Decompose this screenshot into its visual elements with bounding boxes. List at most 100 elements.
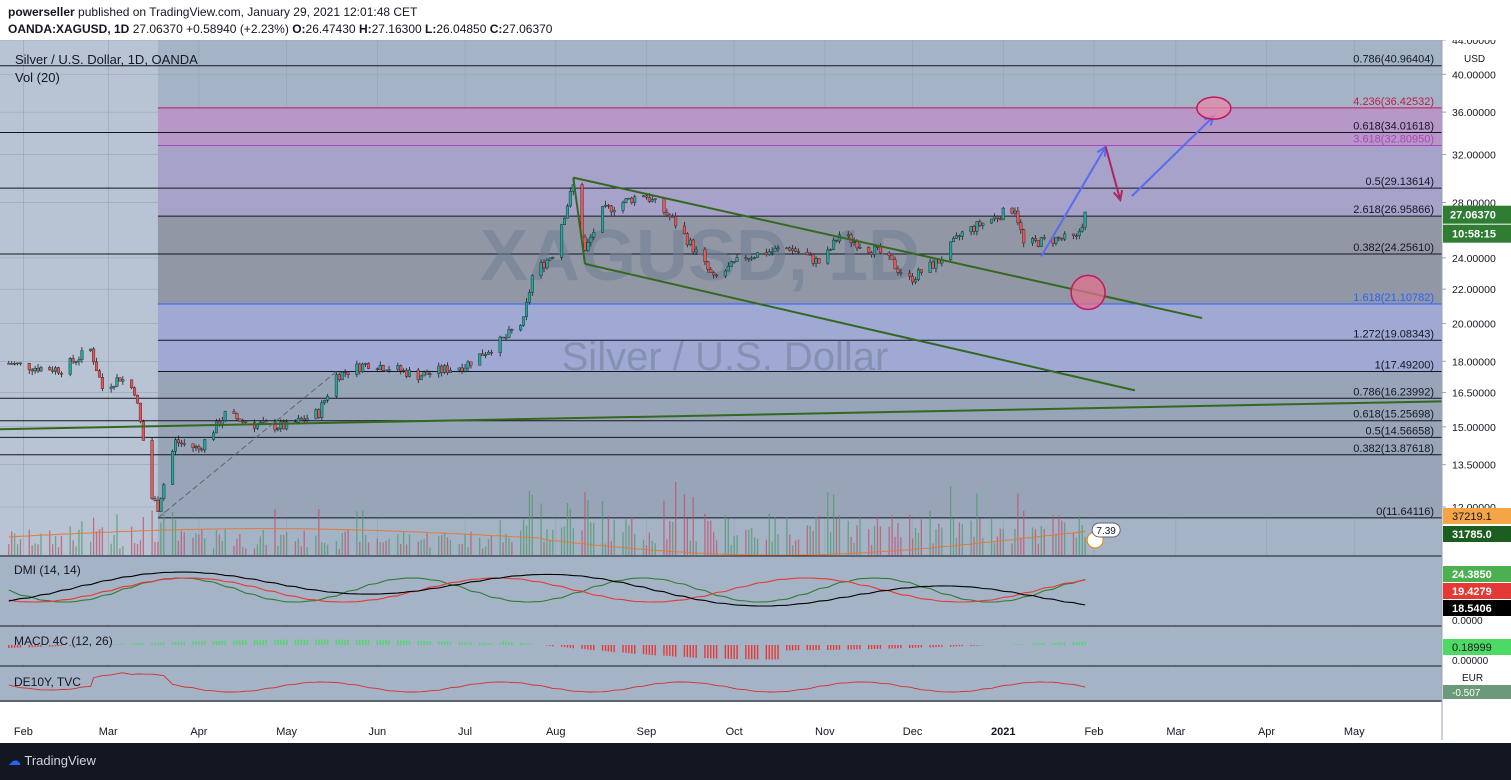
fib-label: 0.786(16.23992) bbox=[1353, 386, 1434, 398]
x-tick-label: Mar bbox=[1166, 726, 1185, 738]
fib-label: 2.618(26.95866) bbox=[1353, 204, 1434, 216]
candle-body bbox=[1022, 229, 1026, 244]
candle-body bbox=[805, 251, 809, 256]
candle-body bbox=[74, 361, 78, 364]
channel-edge-line bbox=[572, 177, 586, 265]
vol-ma-text: 37219.1 bbox=[1452, 511, 1492, 523]
candle-body bbox=[735, 257, 739, 262]
candle-body bbox=[794, 248, 798, 252]
fib-label: 0.786(40.96404) bbox=[1353, 54, 1434, 66]
candle-body bbox=[975, 221, 979, 232]
candle-body bbox=[949, 241, 953, 260]
candle-body bbox=[92, 348, 96, 363]
candle-body bbox=[606, 204, 610, 207]
de10y-line bbox=[8, 672, 1086, 693]
pre-fib-area bbox=[0, 40, 158, 555]
candle-body bbox=[402, 369, 406, 372]
candle-body bbox=[674, 216, 678, 227]
dmi-label: DMI (14, 14) bbox=[14, 563, 81, 577]
candle-body bbox=[1074, 235, 1078, 237]
symbol: OANDA:XAGUSD, 1D bbox=[8, 22, 130, 36]
target-circle-upper bbox=[1196, 96, 1232, 120]
countdown-text: 10:58:15 bbox=[1452, 229, 1496, 241]
candle-body bbox=[682, 225, 686, 234]
candle-body bbox=[337, 374, 341, 381]
chart-area[interactable]: 0.786(40.96404) 4.236(36.42532) 0.618(34.0… bbox=[0, 35, 1511, 740]
candle-body bbox=[416, 369, 420, 381]
y-tick-label: 20.00000 bbox=[1452, 318, 1496, 330]
tradingview-logo[interactable]: ☁ TradingView bbox=[8, 753, 96, 769]
candle-body bbox=[653, 198, 657, 200]
chart-svg[interactable]: 0.786(40.96404) 4.236(36.42532) 0.618(34.0… bbox=[0, 35, 1511, 740]
fib-label: 0.618(34.01618) bbox=[1353, 121, 1434, 133]
candle-body bbox=[241, 420, 245, 423]
candle-body bbox=[182, 443, 186, 445]
candle-body bbox=[829, 249, 833, 251]
x-tick-label: Jul bbox=[458, 726, 472, 738]
price-change: +0.58940 (+2.23%) bbox=[186, 22, 289, 36]
candle-body bbox=[191, 443, 195, 448]
candle-body bbox=[235, 413, 239, 420]
candle-body bbox=[726, 266, 730, 272]
fib-label: 0.382(13.87618) bbox=[1353, 443, 1434, 455]
last-price-badge bbox=[1443, 205, 1511, 224]
candle-body bbox=[630, 197, 634, 203]
fib-label: 4.236(36.42532) bbox=[1353, 96, 1434, 108]
candle-body bbox=[957, 235, 961, 237]
x-tick-label: May bbox=[276, 726, 297, 738]
candle-body bbox=[121, 379, 125, 382]
candle-body bbox=[641, 195, 645, 198]
arrow-head bbox=[1112, 189, 1124, 203]
fib-band bbox=[157, 216, 1442, 305]
x-tick-label: Feb bbox=[14, 726, 33, 738]
candle-body bbox=[835, 239, 839, 242]
candle-body bbox=[1060, 237, 1064, 240]
publish-info: powerseller published on TradingView.com… bbox=[8, 5, 417, 19]
candle-body bbox=[299, 417, 303, 420]
candle-body bbox=[367, 363, 371, 369]
candle-body bbox=[238, 418, 242, 422]
candle-body bbox=[273, 421, 277, 431]
candle-body bbox=[899, 272, 903, 274]
volume-label: Vol (20) bbox=[15, 70, 60, 85]
projection-arrow bbox=[1040, 146, 1107, 257]
candle-body bbox=[320, 402, 324, 418]
candle-body bbox=[644, 195, 648, 198]
publisher-name[interactable]: powerseller bbox=[8, 5, 75, 19]
candle-body bbox=[691, 239, 695, 253]
candle-body bbox=[358, 363, 362, 372]
candle-body bbox=[252, 422, 256, 429]
x-tick-label: Oct bbox=[726, 726, 743, 738]
candle-body bbox=[507, 329, 511, 338]
price-axis[interactable] bbox=[1442, 40, 1511, 740]
y-tick-label: 32.00000 bbox=[1452, 149, 1496, 161]
last-price: 27.06370 bbox=[132, 22, 183, 36]
x-tick-label: Sep bbox=[637, 726, 657, 738]
candle-body bbox=[732, 261, 736, 263]
indicator-panes: DMI (14, 14) MACD 4C (12, 26) DE10Y, TVC bbox=[0, 555, 1511, 740]
candle-body bbox=[603, 204, 607, 207]
candle-body bbox=[952, 238, 956, 243]
candle-body bbox=[162, 484, 166, 499]
candle-body bbox=[530, 275, 534, 293]
candle-body bbox=[150, 440, 154, 499]
candle-body bbox=[1001, 207, 1005, 220]
candle-body bbox=[36, 367, 40, 372]
candle-body bbox=[1083, 211, 1087, 228]
candle-body bbox=[744, 257, 748, 259]
candle-body bbox=[870, 252, 874, 255]
candle-body bbox=[10, 363, 14, 365]
candle-body bbox=[396, 365, 400, 370]
candle-body bbox=[668, 214, 672, 217]
candle-body bbox=[712, 272, 716, 276]
candle-body bbox=[960, 231, 964, 237]
projection-arrow bbox=[1104, 146, 1122, 201]
candle-body bbox=[361, 363, 365, 372]
candle-body bbox=[399, 365, 403, 372]
candle-body bbox=[30, 369, 34, 372]
candle-body bbox=[112, 386, 116, 388]
candle-body bbox=[171, 451, 175, 485]
channel-lower-line bbox=[584, 262, 1136, 392]
candle-body bbox=[703, 249, 707, 262]
candle-body bbox=[59, 372, 63, 375]
